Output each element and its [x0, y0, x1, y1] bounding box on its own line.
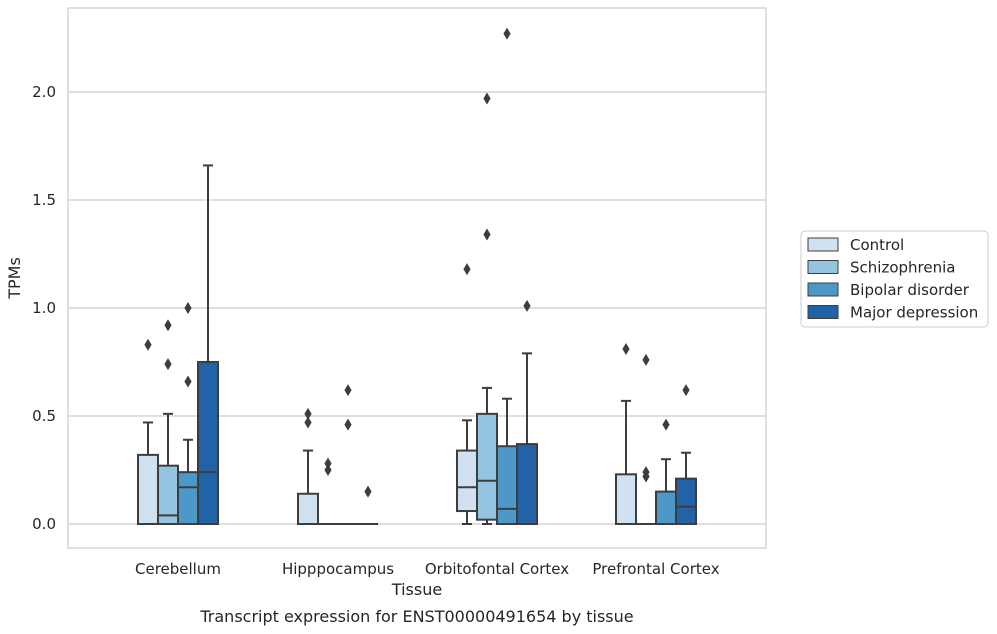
legend: Control Schizophrenia Bipolar disorder Majo…: [800, 230, 989, 328]
outlier-point: [344, 418, 352, 431]
outlier-point: [503, 27, 511, 40]
outlier-point: [642, 466, 650, 479]
legend-box: [800, 230, 989, 328]
x-axis-label: Tissue: [391, 580, 442, 599]
box-series: [137, 27, 697, 526]
box-group: [496, 27, 518, 525]
outlier-point: [184, 375, 192, 388]
box-group: [157, 319, 179, 525]
box-group: [516, 299, 538, 525]
x-tick-label: Prefrontal Cortex: [592, 560, 719, 578]
chart-caption: Transcript expression for ENST0000049165…: [199, 607, 633, 626]
box-group: [636, 353, 656, 525]
box: [516, 443, 538, 525]
box-group: [358, 485, 378, 525]
legend-label: Schizophrenia: [850, 259, 955, 277]
legend-swatch: [807, 305, 839, 319]
legend-label: Bipolar disorder: [850, 281, 970, 299]
box: [137, 453, 159, 526]
outlier-point: [304, 416, 312, 429]
outlier-point: [364, 485, 372, 498]
box: [655, 490, 677, 526]
outlier-point: [144, 338, 152, 351]
x-tick-labels: Cerebellum Hipppocampus Orbitofontal Corte…: [135, 560, 720, 578]
box-group: [318, 457, 338, 525]
box-group: [675, 384, 697, 526]
plot-frame: [67, 7, 767, 549]
legend-swatch: [807, 282, 839, 297]
outlier-point: [483, 92, 491, 105]
box: [675, 477, 697, 526]
box: [197, 361, 219, 525]
x-tick-label: Orbitofontal Cortex: [425, 560, 569, 578]
box-group: [615, 343, 637, 526]
outlier-point: [682, 384, 690, 397]
box-group: [655, 418, 677, 526]
outlier-point: [324, 457, 332, 470]
outlier-point: [662, 418, 670, 431]
box-group: [338, 384, 358, 525]
legend-label: Major depression: [850, 304, 978, 322]
outlier-point: [463, 263, 471, 276]
outlier-point: [622, 343, 630, 356]
outlier-point: [642, 353, 650, 366]
box-group: [177, 302, 199, 526]
outlier-point: [304, 407, 312, 420]
x-tick-label: Cerebellum: [135, 560, 221, 578]
outlier-point: [483, 228, 491, 241]
y-tick-label: 1.5: [32, 191, 56, 209]
legend-label: Control: [850, 236, 904, 254]
box-group: [197, 164, 219, 525]
y-tick-label: 0.0: [32, 515, 56, 533]
y-tick-label: 0.5: [32, 407, 56, 425]
box-group: [137, 338, 159, 526]
outlier-point: [324, 464, 332, 476]
legend-swatch: [807, 260, 839, 274]
box: [297, 492, 319, 526]
box: [456, 449, 478, 513]
outlier-point: [164, 319, 172, 332]
legend-items: Control Schizophrenia Bipolar disorder Majo…: [807, 236, 978, 322]
y-tick-label: 2.0: [32, 83, 56, 101]
box: [496, 445, 518, 525]
x-tick-label: Hipppocampus: [282, 560, 394, 578]
box: [177, 471, 199, 526]
box-group: [456, 263, 478, 525]
box: [476, 412, 498, 521]
legend-swatch: [807, 237, 839, 252]
y-tick-labels: 0.0 0.5 1.0 1.5 2.0: [32, 83, 56, 533]
y-axis-label: TPMs: [5, 257, 24, 300]
outlier-point: [184, 302, 192, 314]
outlier-point: [344, 384, 352, 397]
box-group: [297, 407, 319, 526]
box: [615, 473, 637, 526]
outlier-point: [164, 358, 172, 371]
y-tick-label: 1.0: [32, 299, 56, 317]
outlier-point: [523, 299, 531, 312]
